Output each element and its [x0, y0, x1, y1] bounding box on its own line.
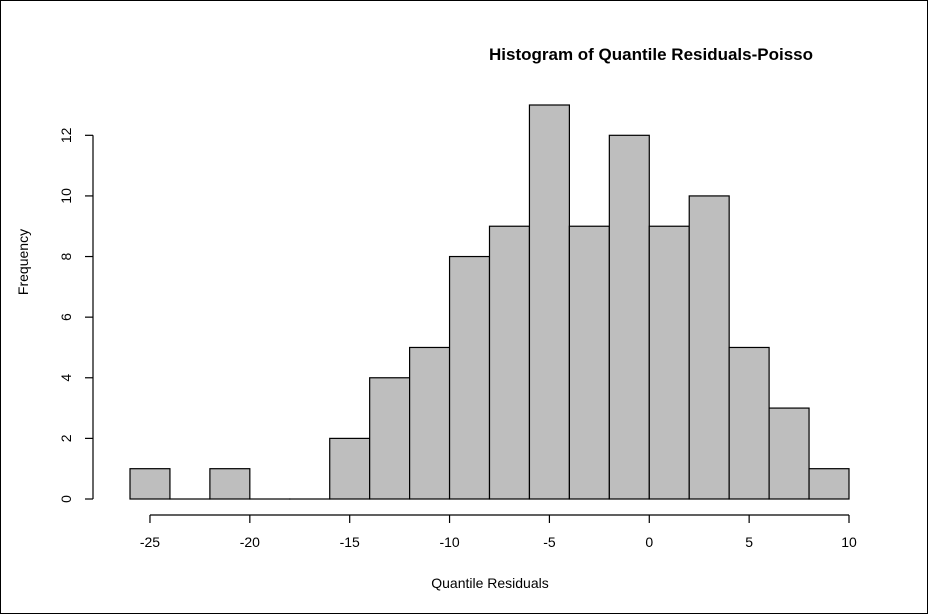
histogram-bar [648, 225, 690, 500]
histogram-bar [528, 104, 570, 500]
x-tick-label: 5 [745, 534, 753, 550]
histogram-bar [768, 407, 810, 500]
y-tick-label: 10 [58, 188, 74, 204]
x-tick-label: -15 [340, 534, 360, 550]
chart-title: Histogram of Quantile Residuals-Poisso [489, 45, 813, 64]
histogram-bar [209, 468, 251, 500]
histogram-bar [448, 255, 491, 500]
histogram-bar [728, 346, 770, 500]
y-tick-label: 8 [58, 252, 74, 260]
x-axis-label: Quantile Residuals [431, 575, 549, 591]
x-tick-label: 10 [841, 534, 857, 550]
histogram-bar [608, 134, 650, 500]
x-tick-label: -25 [140, 534, 160, 550]
y-tick-label: 4 [58, 374, 74, 382]
histogram-bar [329, 437, 371, 500]
y-tick-label: 0 [58, 495, 74, 503]
histogram-bar [488, 225, 531, 500]
histogram-bar [129, 468, 171, 500]
histogram-bar [409, 346, 451, 500]
x-axis: -25 -20 -15 -10 -5 0 5 10 [140, 514, 857, 550]
y-tick-label: 2 [58, 434, 74, 442]
y-tick-label: 12 [58, 127, 74, 143]
x-tick-label: -5 [543, 534, 556, 550]
histogram-bar [808, 468, 850, 500]
histogram-bar [568, 225, 610, 500]
histogram-bar [688, 195, 730, 500]
x-tick-label: -10 [439, 534, 459, 550]
bars-group [129, 104, 850, 500]
x-tick-label: 0 [645, 534, 653, 550]
y-axis: 0 2 4 6 8 10 12 [58, 127, 94, 503]
y-tick-label: 6 [58, 313, 74, 321]
x-tick-label: -20 [240, 534, 260, 550]
y-axis-label: Frequency [15, 229, 31, 295]
histogram-bar [369, 377, 411, 500]
